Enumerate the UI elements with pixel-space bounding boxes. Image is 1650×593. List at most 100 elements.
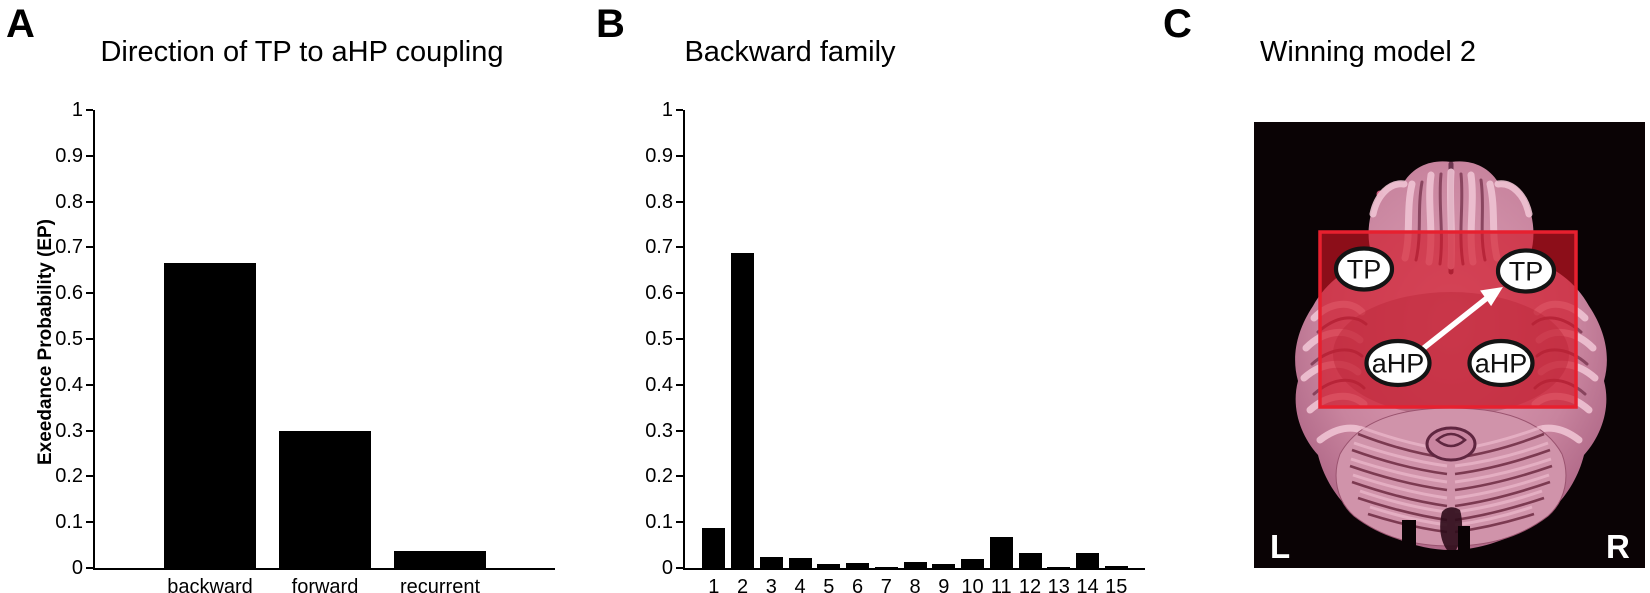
- y-tick-mark: [86, 246, 93, 249]
- x-category-label: forward: [291, 576, 359, 593]
- node-ahp-right: [1467, 338, 1535, 388]
- x-category-label: 3: [765, 576, 777, 593]
- panel-c-title: Winning model 2: [1260, 36, 1476, 68]
- y-tick-mark: [676, 567, 683, 569]
- coupling-arrow: [1418, 287, 1503, 354]
- node-ahp-left-label: aHP: [1372, 349, 1425, 379]
- y-tick-mark: [86, 200, 93, 203]
- y-tick-mark: [86, 567, 93, 569]
- x-category-label: 4: [794, 576, 806, 593]
- bar-4: [789, 557, 812, 568]
- node-tp-left-label: TP: [1347, 255, 1382, 285]
- bar-8: [904, 562, 927, 568]
- x-category-label: 2: [736, 576, 749, 593]
- bar-2: [731, 252, 754, 568]
- y-tick-label: 0.3: [645, 419, 673, 442]
- node-tp-right: [1495, 248, 1557, 294]
- y-tick-mark: [676, 246, 683, 249]
- y-tick-mark: [86, 292, 93, 295]
- y-tick-label: 1: [71, 99, 83, 121]
- x-category-label: 12: [1018, 576, 1042, 593]
- bar-11: [990, 536, 1013, 568]
- x-category-label: 9: [938, 576, 950, 593]
- x-category-label: recurrent: [399, 576, 481, 593]
- bar-backward: [164, 263, 256, 568]
- orientation-marker-right: R: [1606, 528, 1630, 565]
- y-tick-label: 0.9: [55, 144, 83, 167]
- bar-1: [702, 528, 725, 568]
- bar-3: [760, 557, 783, 568]
- panel-a-letter: A: [6, 2, 35, 46]
- y-tick-mark: [676, 521, 683, 524]
- bar-13: [1047, 566, 1070, 568]
- y-tick-label: 0.8: [645, 190, 673, 213]
- y-tick-label: 0.2: [55, 465, 83, 488]
- bar-forward: [279, 430, 371, 568]
- y-tick-label: 0.6: [645, 282, 673, 305]
- bar-7: [875, 566, 898, 568]
- panel-c-letter: C: [1163, 2, 1192, 46]
- x-category-label: 8: [909, 576, 921, 593]
- bar-14: [1076, 552, 1099, 568]
- y-tick-label: 0.2: [645, 465, 673, 488]
- bar-5: [817, 563, 840, 568]
- y-tick-mark: [676, 475, 683, 478]
- bar-chart-direction-of-coupling: 0 0.1 0.2 0.3 0.4 0.5 0.6 0.7 0.8 0.9 1 backward for…: [55, 99, 555, 593]
- y-tick-label: 0.6: [55, 282, 83, 305]
- node-ahp-right-label: aHP: [1475, 349, 1528, 379]
- bar-12: [1019, 552, 1042, 568]
- y-tick-mark: [676, 383, 683, 386]
- orientation-marker-left: L: [1270, 528, 1290, 565]
- y-tick-mark: [676, 292, 683, 295]
- model-nodes: TP TP aHP aHP: [1333, 246, 1557, 388]
- y-tick-mark: [86, 109, 93, 111]
- bar-10: [961, 558, 984, 568]
- y-tick-label: 0.9: [645, 144, 673, 167]
- y-tick-mark: [676, 109, 683, 111]
- bar-recurrent: [394, 550, 486, 568]
- x-category-label: 6: [851, 576, 864, 593]
- y-tick-mark: [86, 338, 93, 340]
- x-category-label: 14: [1076, 576, 1099, 593]
- y-tick-mark: [86, 154, 93, 157]
- node-tp-left: [1333, 246, 1395, 292]
- y-tick-mark: [86, 383, 93, 386]
- bar-15: [1105, 566, 1128, 568]
- brain-mri-panel: TP TP aHP aHP L R: [1254, 122, 1645, 568]
- y-tick-label: 0.4: [645, 373, 673, 396]
- y-tick-label: 1: [661, 99, 673, 121]
- panel-a-title: Direction of TP to aHP coupling: [100, 36, 504, 68]
- x-category-label: 13: [1047, 576, 1070, 593]
- y-tick-label: 0: [71, 557, 83, 579]
- y-tick-label: 0.7: [645, 236, 673, 259]
- y-tick-label: 0.1: [55, 511, 83, 534]
- y-tick-label: 0.5: [55, 328, 83, 350]
- y-tick-mark: [86, 429, 93, 432]
- x-category-label: 5: [823, 576, 835, 593]
- y-tick-label: 0.8: [55, 190, 83, 213]
- y-tick-mark: [676, 200, 683, 203]
- x-category-label: 7: [880, 576, 892, 593]
- y-tick-label: 0: [661, 557, 673, 579]
- x-category-label: 10: [961, 576, 984, 593]
- panel-b-title: Backward family: [684, 36, 896, 68]
- y-tick-mark: [86, 475, 93, 478]
- x-category-label: 15: [1105, 576, 1128, 593]
- x-category-label: backward: [167, 576, 253, 593]
- x-category-label: 1: [708, 576, 720, 593]
- bar-9: [932, 563, 955, 568]
- y-tick-label: 0.5: [645, 328, 673, 350]
- y-tick-mark: [676, 154, 683, 157]
- panel-b-letter: B: [596, 2, 625, 46]
- bar-chart-backward-family: 0 0.1 0.2 0.3 0.4 0.5 0.6 0.7 0.8 0.9 1 1 2 3 4 5 6 7 8 9 10…: [645, 99, 1145, 593]
- y-tick-label: 0.3: [55, 419, 83, 442]
- y-tick-mark: [86, 521, 93, 524]
- y-tick-label: 0.7: [55, 236, 83, 259]
- node-ahp-left: [1364, 338, 1432, 388]
- y-tick-label: 0.4: [55, 373, 83, 396]
- node-tp-right-label: TP: [1509, 257, 1544, 287]
- y-tick-mark: [676, 338, 683, 340]
- y-tick-mark: [676, 429, 683, 432]
- bar-6: [846, 563, 869, 568]
